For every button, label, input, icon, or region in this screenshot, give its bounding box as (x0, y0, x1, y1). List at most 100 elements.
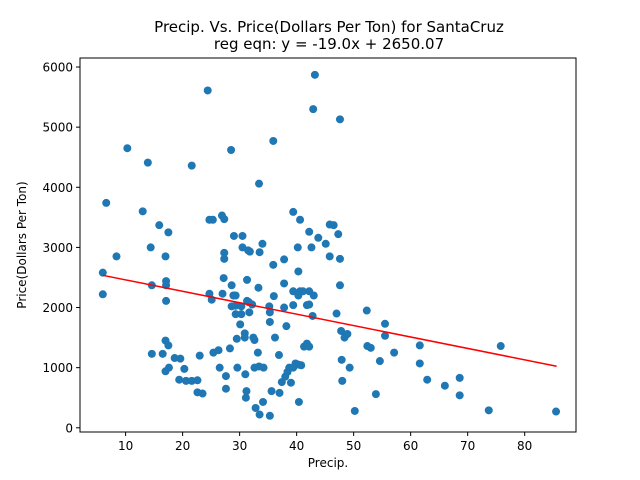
scatter-point (176, 354, 185, 363)
scatter-point (203, 86, 212, 95)
scatter-point (102, 198, 111, 207)
y-tick-label: 3000 (42, 241, 73, 255)
scatter-point (227, 281, 236, 290)
scatter-point (155, 221, 164, 230)
scatter-point (552, 407, 561, 416)
scatter-point (496, 342, 505, 351)
scatter-point (98, 268, 107, 277)
x-tick-label: 60 (403, 439, 418, 453)
scatter-point (282, 322, 291, 331)
scatter-point (270, 333, 279, 342)
x-tick-label: 40 (289, 439, 304, 453)
scatter-point (198, 389, 207, 398)
scatter-point (164, 228, 173, 237)
scatter-point (280, 255, 289, 264)
scatter-point (309, 105, 318, 114)
scatter-point (265, 317, 274, 326)
scatter-point (161, 252, 170, 261)
scatter-point (337, 326, 346, 335)
scatter-point (350, 406, 359, 415)
scatter-point (237, 310, 246, 319)
scatter-point (187, 161, 196, 170)
scatter-point (484, 406, 493, 415)
scatter-point (147, 349, 156, 358)
scatter-point (255, 410, 264, 419)
scatter-point (219, 274, 228, 283)
scatter-point (265, 411, 274, 420)
scatter-point (296, 215, 305, 224)
scatter-point (221, 384, 230, 393)
scatter-point (220, 248, 229, 257)
scatter-point (415, 341, 424, 350)
scatter-point (221, 372, 230, 381)
scatter-point (310, 70, 319, 79)
scatter-point (245, 247, 254, 256)
x-tick-label: 20 (175, 439, 190, 453)
scatter-point (415, 359, 424, 368)
scatter-point (254, 283, 263, 292)
scatter-point (305, 227, 314, 236)
scatter-point (164, 363, 173, 372)
scatter-point (227, 146, 236, 154)
axis-ticks: 10 20 30 40 50 60 70 80 0 1000 2000 3000 4000 5000 600… (42, 61, 532, 453)
scatter-point (241, 393, 250, 402)
scatter-point (305, 300, 314, 309)
scatter-point (332, 309, 341, 318)
scatter-point (138, 207, 147, 216)
scatter-point (345, 363, 354, 372)
scatter-point (229, 231, 238, 240)
y-tick-label: 0 (65, 421, 73, 435)
chart-title: Precip. Vs. Price(Dollars Per Ton) for S… (154, 18, 504, 36)
scatter-point (269, 292, 278, 301)
scatter-point (362, 306, 371, 315)
x-tick-label: 50 (346, 439, 361, 453)
scatter-point (289, 207, 298, 216)
scatter-point (162, 296, 171, 305)
scatter-point (236, 320, 245, 329)
scatter-point (337, 355, 346, 364)
scatter-point (250, 336, 259, 344)
scatter-point (143, 158, 152, 167)
scatter-point (98, 290, 107, 299)
scatter-point (220, 254, 229, 263)
scatter-point (180, 364, 189, 373)
scatter-point (334, 230, 343, 239)
scatter-point (123, 144, 132, 153)
scatter-point (329, 221, 338, 230)
scatter-point (335, 254, 344, 263)
y-tick-label: 1000 (42, 361, 73, 375)
scatter-point (298, 287, 307, 296)
x-tick-label: 80 (517, 439, 532, 453)
x-tick-label: 10 (118, 439, 133, 453)
scatter-point (455, 373, 464, 382)
scatter-point (259, 397, 268, 406)
scatter-point (253, 348, 262, 357)
scatter-point (371, 390, 380, 399)
scatter-point (232, 334, 241, 343)
scatter-point (343, 329, 352, 338)
scatter-point (218, 289, 227, 298)
plot-area (98, 70, 561, 420)
scatter-point (251, 403, 260, 412)
scatter-point (325, 252, 334, 261)
scatter-point (214, 346, 223, 355)
scatter-point (231, 310, 240, 319)
scatter-point (241, 370, 250, 379)
scatter-point (366, 343, 375, 352)
scatter-point (215, 363, 224, 372)
scatter-point (280, 303, 289, 312)
scatter-point (375, 357, 384, 366)
scatter-point (455, 391, 464, 400)
scatter-point (274, 351, 283, 360)
y-tick-label: 2000 (42, 301, 73, 315)
scatter-point (275, 388, 284, 397)
scatter-point (440, 381, 449, 390)
scatter-point (293, 243, 302, 252)
scatter-point (240, 333, 249, 342)
scatter-point (381, 331, 390, 340)
scatter-point (231, 291, 240, 300)
scatter-point (269, 260, 278, 269)
scatter-point (305, 342, 314, 351)
scatter-point (338, 376, 347, 385)
scatter-point (335, 115, 344, 124)
